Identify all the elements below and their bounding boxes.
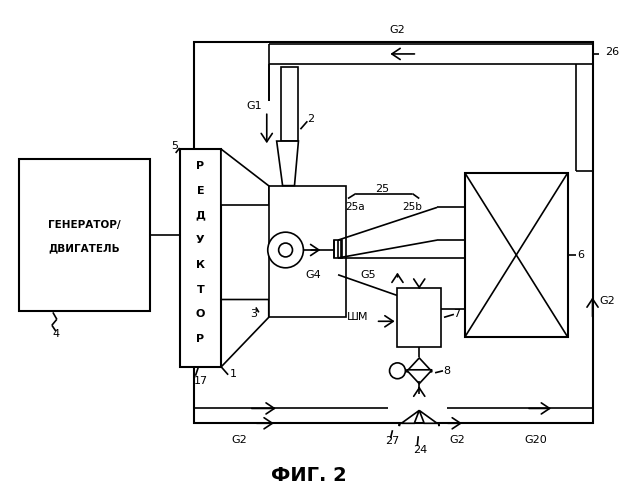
Text: ШМ: ШМ bbox=[347, 312, 369, 322]
Bar bbox=[195, 42, 593, 423]
Text: G4: G4 bbox=[305, 270, 321, 280]
Text: 8: 8 bbox=[443, 366, 450, 376]
Text: 25: 25 bbox=[376, 184, 389, 194]
Text: G5: G5 bbox=[360, 270, 376, 280]
Text: 17: 17 bbox=[193, 376, 208, 386]
Polygon shape bbox=[221, 149, 269, 206]
Bar bbox=[465, 173, 568, 337]
Text: 3: 3 bbox=[251, 309, 258, 319]
Text: ФИГ. 2: ФИГ. 2 bbox=[271, 466, 347, 485]
Text: 4: 4 bbox=[52, 329, 60, 339]
Text: 25b: 25b bbox=[402, 203, 422, 213]
Polygon shape bbox=[401, 410, 419, 423]
Text: 27: 27 bbox=[386, 436, 400, 446]
Text: G1: G1 bbox=[246, 101, 262, 111]
Bar bbox=[397, 287, 441, 347]
Text: О: О bbox=[196, 309, 205, 319]
Text: Е: Е bbox=[197, 186, 204, 196]
Text: 24: 24 bbox=[413, 445, 427, 455]
Bar bbox=[180, 149, 221, 367]
Text: G2: G2 bbox=[449, 435, 465, 445]
Text: Р: Р bbox=[197, 161, 205, 171]
Text: 1: 1 bbox=[230, 369, 236, 379]
Circle shape bbox=[279, 243, 292, 257]
Polygon shape bbox=[406, 370, 432, 384]
Text: ДВИГАТЕЛЬ: ДВИГАТЕЛЬ bbox=[49, 243, 121, 253]
Bar bbox=[19, 159, 150, 311]
Text: К: К bbox=[196, 260, 205, 270]
Text: 6: 6 bbox=[577, 250, 584, 260]
Polygon shape bbox=[406, 358, 432, 372]
Text: У: У bbox=[196, 235, 205, 245]
Text: 26: 26 bbox=[605, 47, 620, 57]
Text: 2: 2 bbox=[307, 114, 314, 124]
Polygon shape bbox=[221, 299, 269, 367]
Bar bbox=[269, 186, 346, 317]
Text: 25a: 25a bbox=[345, 203, 364, 213]
Polygon shape bbox=[419, 410, 437, 423]
Bar bbox=[281, 67, 299, 141]
Text: G20: G20 bbox=[525, 435, 547, 445]
Text: G2: G2 bbox=[389, 25, 406, 35]
Text: G2: G2 bbox=[600, 296, 615, 306]
Text: ГЕНЕРАТОР/: ГЕНЕРАТОР/ bbox=[49, 220, 121, 230]
Text: 5: 5 bbox=[171, 141, 178, 151]
Text: 7: 7 bbox=[453, 309, 460, 319]
Bar bbox=[334, 240, 342, 258]
Circle shape bbox=[267, 232, 304, 268]
Circle shape bbox=[389, 363, 406, 379]
Text: Д: Д bbox=[195, 211, 205, 221]
Text: Р: Р bbox=[197, 334, 205, 344]
Text: G2: G2 bbox=[231, 435, 247, 445]
Polygon shape bbox=[277, 141, 299, 186]
Text: Т: Т bbox=[197, 284, 204, 294]
